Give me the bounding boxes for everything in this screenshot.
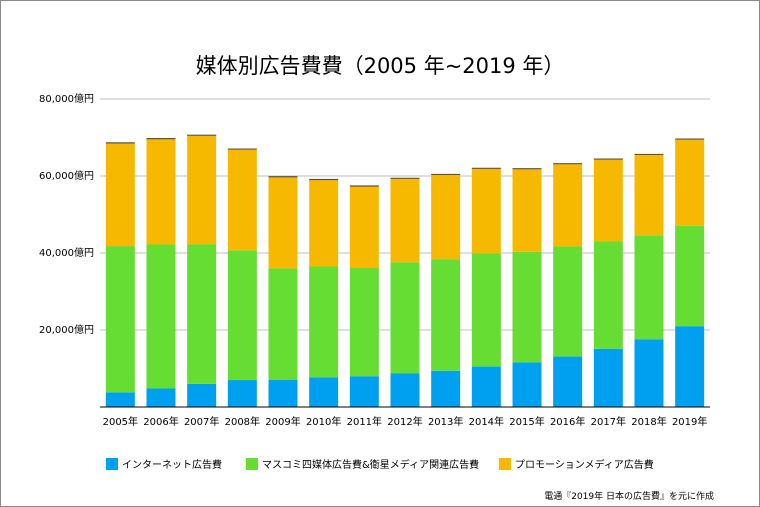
bar-segment-promotion — [187, 135, 217, 245]
x-tick-label: 2011年 — [347, 415, 382, 428]
bar-segment-mass-media — [675, 225, 705, 327]
bar-segment-internet — [105, 392, 135, 407]
bar-segment-internet — [146, 388, 176, 407]
x-tick-label: 2017年 — [591, 415, 626, 428]
legend: インターネット広告費 マスコミ四媒体広告費&衛星メディア関連広告費 プロモーショ… — [0, 456, 760, 476]
bar-segment-mass-media — [471, 253, 501, 367]
x-tick-label: 2006年 — [143, 415, 178, 428]
legend-swatch-promotion — [499, 457, 511, 470]
bar-segment-promotion — [634, 154, 664, 236]
bar-segment-internet — [349, 376, 379, 407]
bar-segment-mass-media — [431, 259, 461, 371]
legend-swatch-mass-media — [246, 457, 258, 470]
bar-segment-mass-media — [512, 251, 542, 363]
bar-segment-internet — [390, 373, 420, 407]
bar-segment-promotion — [105, 142, 135, 247]
bar-segment-promotion — [146, 138, 176, 245]
bar-segment-mass-media — [553, 246, 583, 357]
bar-segment-mass-media — [268, 268, 298, 380]
bar-segment-mass-media — [634, 235, 664, 340]
bar-segment-promotion — [553, 163, 583, 247]
bar-segment-internet — [227, 380, 257, 407]
bar-segment-promotion — [309, 179, 339, 267]
x-tick-label: 2009年 — [265, 415, 300, 428]
bar-segment-internet — [553, 356, 583, 407]
y-tick-label: 20,000億円 — [39, 323, 94, 336]
bar-segment-promotion — [227, 149, 257, 251]
bar-segment-mass-media — [593, 241, 623, 349]
source-note: 電通『2019年 日本の広告費』を元に作成 — [544, 492, 714, 502]
x-tick-label: 2012年 — [387, 415, 422, 428]
bar-segment-promotion — [268, 176, 298, 269]
bar-segment-internet — [471, 366, 501, 407]
bar-segment-promotion — [431, 174, 461, 260]
bar-segment-internet — [431, 370, 461, 407]
bar-segment-mass-media — [349, 268, 379, 377]
bar-segment-promotion — [471, 168, 501, 254]
x-tick-label: 2013年 — [428, 415, 463, 428]
legend-swatch-internet — [106, 457, 118, 470]
bar-segment-mass-media — [146, 244, 176, 389]
bar-segment-internet — [187, 383, 217, 407]
bar-segment-internet — [268, 379, 298, 407]
legend-item-promotion: プロモーションメディア広告費 — [499, 456, 654, 471]
x-tick-label: 2014年 — [469, 415, 504, 428]
bar-segment-internet — [593, 348, 623, 407]
x-tick-label: 2007年 — [184, 415, 219, 428]
bar-segment-mass-media — [105, 246, 135, 393]
x-tick-label: 2018年 — [631, 415, 666, 428]
legend-label-internet: インターネット広告費 — [122, 460, 222, 471]
bar-segment-promotion — [512, 168, 542, 252]
bar-segment-promotion — [349, 186, 379, 269]
x-tick-label: 2005年 — [103, 415, 138, 428]
bar-segment-internet — [309, 377, 339, 407]
bar-segment-mass-media — [309, 266, 339, 378]
legend-label-promotion: プロモーションメディア広告費 — [515, 460, 654, 471]
bar-segment-promotion — [390, 178, 420, 263]
y-tick-label: 40,000億円 — [39, 246, 94, 259]
legend-label-mass-media: マスコミ四媒体広告費&衛星メディア関連広告費 — [262, 460, 480, 471]
x-tick-label: 2008年 — [225, 415, 260, 428]
y-tick-label: 80,000億円 — [39, 92, 94, 105]
y-tick-label: 60,000億円 — [39, 169, 94, 182]
bar-segment-mass-media — [390, 262, 420, 374]
x-tick-label: 2015年 — [509, 415, 544, 428]
bar-segment-promotion — [593, 159, 623, 242]
bar-segment-internet — [634, 339, 664, 407]
chart-title: 媒体別広告費費（2005 年~2019 年） — [195, 54, 565, 78]
bar-segment-internet — [675, 326, 705, 407]
x-tick-label: 2010年 — [306, 415, 341, 428]
x-tick-label: 2016年 — [550, 415, 585, 428]
bar-segment-internet — [512, 362, 542, 407]
bar-segment-mass-media — [187, 244, 217, 384]
x-tick-label: 2019年 — [672, 415, 707, 428]
legend-item-mass-media: マスコミ四媒体広告費&衛星メディア関連広告費 — [246, 456, 479, 471]
legend-item-internet: インターネット広告費 — [106, 456, 222, 471]
bar-segment-promotion — [675, 139, 705, 226]
bar-segment-mass-media — [227, 250, 257, 381]
